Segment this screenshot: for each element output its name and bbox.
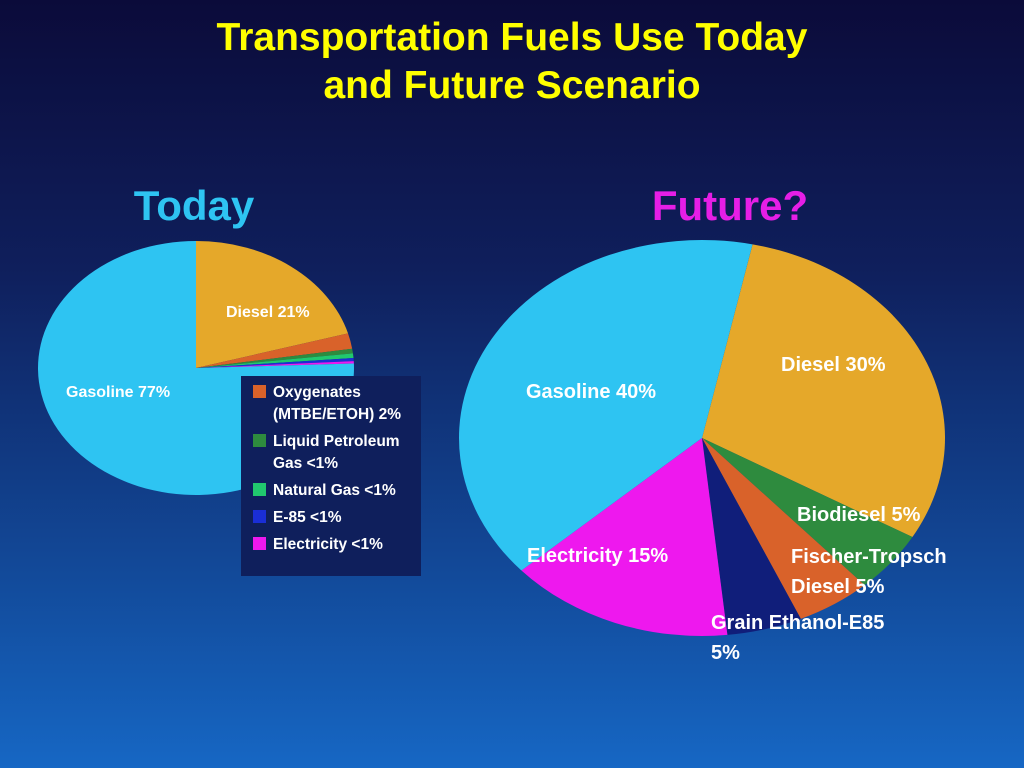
today-slice-e-85-1 [196,358,354,368]
today-slice-diesel-21 [196,241,349,368]
today-slice-oxygenates-mtbe-etoh-2 [196,333,353,368]
future-slice-diesel-30 [702,244,945,537]
legend-label: Liquid Petroleum Gas <1% [273,431,400,475]
future-label-biodiesel: Biodiesel 5% [797,504,921,526]
legend-swatch [253,483,266,496]
today-chart-title: Today [134,182,255,229]
legend-item-lpg: Liquid Petroleum Gas <1% [249,431,413,475]
today-slice-natural-gas-1 [196,353,354,368]
future-label-grain-2: 5% [711,642,740,664]
today-label-diesel: Diesel 21% [226,304,310,321]
legend-swatch [253,510,266,523]
today-label-gasoline: Gasoline 77% [66,384,170,401]
future-label-grain-1: Grain Ethanol-E85 [711,612,884,634]
legend-swatch [253,537,266,550]
legend-label: Electricity <1% [273,536,383,553]
future-slice-gasoline-40 [459,240,753,571]
future-label-fischer-2: Diesel 5% [791,576,885,598]
legend-label-line1: Oxygenates [273,384,361,401]
legend-item-natural-gas: Natural Gas <1% [249,480,413,502]
today-slice-liquid-petroleum-gas-1 [196,348,353,368]
legend-label-line2: (MTBE/ETOH) 2% [273,406,402,423]
future-pie [459,240,945,637]
future-slice-electricity-15 [521,438,728,637]
future-label-gasoline: Gasoline 40% [526,381,656,403]
legend-swatch [253,385,266,398]
future-slice-fischer-tropsch-diesel-5 [702,438,865,619]
legend-label: Natural Gas <1% [273,482,396,499]
legend-label-line1: Liquid Petroleum [273,433,400,450]
future-label-fischer-1: Fischer-Tropsch [791,546,947,568]
slide-title: Transportation Fuels Use Today and Futur… [0,14,1024,110]
legend-item-e85: E-85 <1% [249,507,413,529]
legend-swatch [253,434,266,447]
legend-label: Oxygenates (MTBE/ETOH) 2% [273,382,401,426]
future-slice-biodiesel-5 [702,438,913,586]
today-legend: Oxygenates (MTBE/ETOH) 2% Liquid Petrole… [241,376,421,576]
future-slice-grain-ethanol-e85-5 [702,438,801,635]
title-line-1: Transportation Fuels Use Today [216,16,808,59]
legend-label: E-85 <1% [273,509,342,526]
future-label-electricity: Electricity 15% [527,545,668,567]
future-label-diesel: Diesel 30% [781,354,886,376]
today-slice-electricity-1 [196,361,354,368]
title-line-2: and Future Scenario [323,64,701,107]
future-chart-title: Future? [652,182,808,229]
legend-item-oxygenates: Oxygenates (MTBE/ETOH) 2% [249,382,413,426]
legend-label-line2: Gas <1% [273,455,339,472]
legend-item-electricity: Electricity <1% [249,534,413,556]
